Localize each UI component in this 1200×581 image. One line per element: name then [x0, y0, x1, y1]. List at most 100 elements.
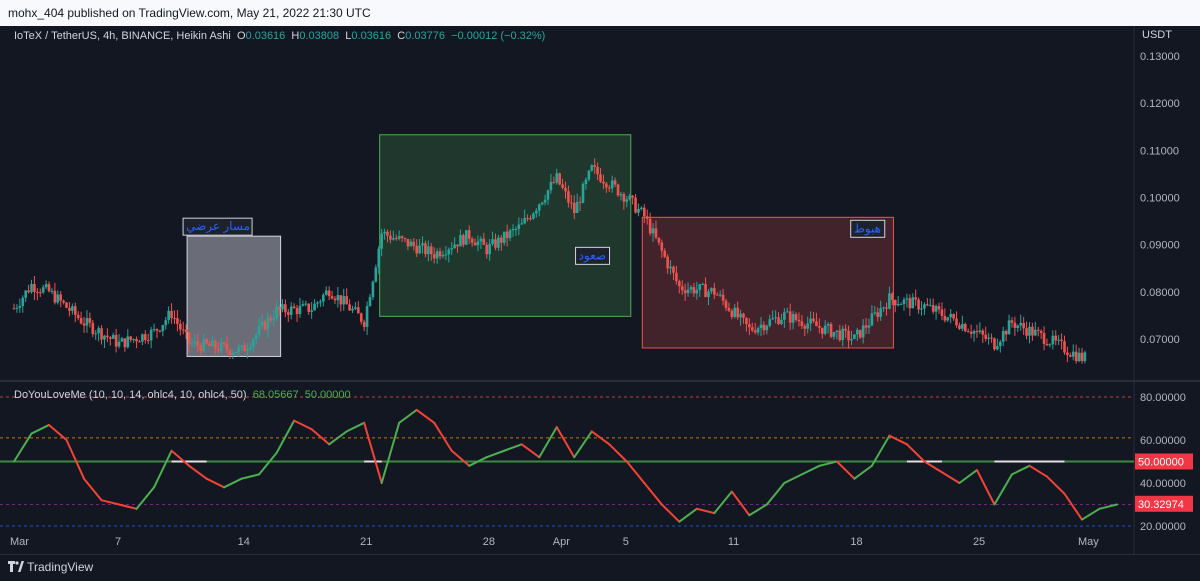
candle-body: [68, 307, 71, 311]
oscillator-segment: [993, 473, 1013, 506]
candle-body: [260, 321, 264, 326]
date-axis-tick: Mar: [10, 536, 29, 548]
candle-body: [838, 330, 842, 341]
candle-body: [275, 306, 278, 319]
candle-body: [567, 191, 570, 203]
candle-body: [132, 338, 135, 340]
candle-body: [605, 183, 608, 188]
candle-body: [853, 334, 856, 339]
candle-body: [575, 201, 579, 214]
chart-area[interactable]: 0.13000 0.12000 0.11000 0.10000 0.09000 0.080…: [0, 26, 1200, 554]
oscillator-segment: [345, 421, 366, 433]
candle-body: [71, 306, 74, 311]
indicator-title: DoYouLoveMe (10, 10, 14, ohlc4, 10, ohlc…: [14, 389, 247, 401]
candle-body: [820, 327, 824, 334]
candle-body: [286, 312, 290, 315]
oscillator-segment: [835, 460, 856, 480]
candle-body: [543, 199, 547, 203]
candle-body: [596, 167, 599, 175]
candle-body: [278, 306, 281, 310]
candle-body: [135, 338, 138, 342]
candle-body: [500, 237, 503, 243]
date-axis-tick: 5: [623, 536, 629, 548]
candle-body: [969, 331, 973, 334]
candle-body: [173, 318, 176, 320]
candle-body: [934, 306, 938, 312]
candle-body: [193, 341, 197, 344]
date-axis-tick: 25: [973, 536, 985, 548]
candle-body: [1022, 322, 1025, 329]
candle-body: [721, 294, 725, 301]
candle-body: [359, 313, 363, 322]
candle-body: [931, 305, 935, 312]
candle-body: [1036, 329, 1040, 331]
candle-body: [190, 343, 194, 345]
candle-body: [885, 307, 888, 309]
candle-body: [176, 318, 179, 324]
oscillator-segment: [923, 460, 943, 474]
candle-body: [462, 235, 465, 245]
oscillator-segment: [660, 503, 681, 523]
candle-body: [47, 284, 51, 292]
candle-body: [24, 290, 27, 298]
candle-body: [117, 341, 121, 347]
candle-body: [1069, 355, 1072, 357]
candle-body: [777, 317, 780, 325]
oscillator-segment: [695, 507, 716, 515]
candle-body: [243, 345, 246, 352]
candle-body: [1001, 330, 1005, 342]
candle-body: [940, 309, 944, 317]
candle-body: [249, 346, 252, 350]
candle-body: [1080, 352, 1084, 362]
candle-body: [815, 321, 818, 327]
oscillator-segment: [555, 426, 576, 459]
candle-body: [856, 329, 859, 335]
candle-body: [354, 307, 357, 309]
candle-body: [33, 283, 36, 292]
candle-body: [345, 296, 348, 305]
candle-body: [397, 236, 401, 239]
oscillator-segment: [398, 408, 418, 424]
candle-body: [246, 349, 249, 352]
candle-body: [383, 231, 386, 234]
candle-body: [914, 297, 917, 300]
candle-body: [631, 195, 634, 198]
candle-body: [955, 318, 958, 326]
candle-body: [905, 298, 909, 300]
candle-body: [304, 303, 308, 305]
candle-body: [357, 307, 360, 314]
candle-body: [146, 340, 150, 342]
candle-body: [342, 296, 346, 305]
candle-body: [415, 245, 418, 254]
candle-body: [144, 334, 147, 341]
date-axis-tick: 7: [115, 536, 121, 548]
candle-body: [797, 319, 801, 322]
open-label: O: [236, 30, 246, 42]
oscillator-segment: [748, 503, 768, 517]
candle-body: [479, 238, 483, 242]
candle-body: [911, 297, 915, 309]
candle-body: [896, 304, 900, 306]
candle-body: [508, 230, 512, 239]
candle-body: [660, 242, 664, 251]
candle-body: [736, 307, 739, 318]
candle-body: [937, 306, 941, 310]
candle-body: [429, 246, 433, 255]
candle-body: [170, 310, 173, 319]
date-axis-tick: 18: [850, 536, 862, 548]
oscillator-segment: [468, 456, 488, 467]
candle-body: [683, 290, 687, 294]
candle-body: [663, 250, 667, 257]
candle-body: [330, 296, 334, 299]
candle-body: [748, 324, 751, 328]
candle-body: [686, 289, 690, 294]
oscillator-segment: [275, 419, 296, 454]
candle-body: [666, 256, 669, 269]
candle-body: [998, 341, 1002, 347]
candle-body: [993, 338, 996, 350]
candle-body: [780, 319, 783, 325]
candle-body: [374, 267, 378, 282]
candle-body: [389, 235, 392, 240]
candle-body: [645, 216, 649, 219]
candle-body: [476, 241, 480, 246]
